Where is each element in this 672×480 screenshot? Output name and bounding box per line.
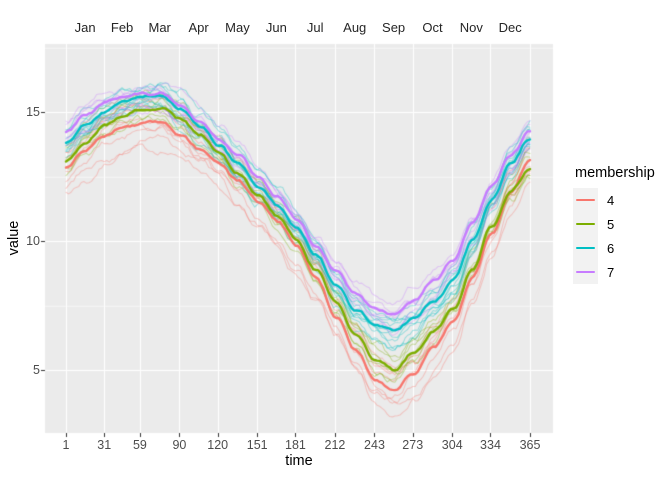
legend-item-6: 6 xyxy=(573,236,655,260)
legend-line-sample xyxy=(576,270,595,274)
legend-item-7: 7 xyxy=(573,260,655,284)
legend-label: 6 xyxy=(607,240,615,256)
legend: membership 4 5 6 7 xyxy=(573,165,655,284)
legend-key-swatch-6 xyxy=(573,236,598,260)
legend-title: membership xyxy=(575,165,655,181)
x-tick-label-181: 181 xyxy=(285,438,306,452)
legend-item-4: 4 xyxy=(573,188,655,212)
month-label-sep: Sep xyxy=(382,20,406,35)
legend-label: 7 xyxy=(607,264,615,280)
month-label-mar: Mar xyxy=(148,20,171,35)
legend-key-swatch-5 xyxy=(573,212,598,236)
x-tick-label-212: 212 xyxy=(324,438,346,452)
legend-key-swatch-4 xyxy=(573,188,598,212)
y-axis-title: value xyxy=(6,220,22,256)
month-label-jul: Jul xyxy=(306,20,324,35)
x-tick-label-243: 243 xyxy=(364,438,385,452)
x-tick-label-31: 31 xyxy=(97,438,112,452)
month-label-dec: Dec xyxy=(498,20,522,35)
x-tick-label-365: 365 xyxy=(519,438,541,452)
month-label-jan: Jan xyxy=(74,20,96,35)
x-tick-label-90: 90 xyxy=(172,438,187,452)
x-tick-label-304: 304 xyxy=(441,438,463,452)
month-label-aug: Aug xyxy=(343,20,367,35)
legend-items: 4 5 6 7 xyxy=(573,188,655,284)
month-label-apr: Apr xyxy=(188,20,209,35)
x-tick-label-59: 59 xyxy=(132,438,147,452)
x-tick-label-334: 334 xyxy=(480,438,501,452)
legend-item-5: 5 xyxy=(573,212,655,236)
x-tick-label-273: 273 xyxy=(402,438,424,452)
month-label-jun: Jun xyxy=(265,20,287,35)
x-axis-title: time xyxy=(285,453,313,469)
month-label-nov: Nov xyxy=(459,20,483,35)
legend-label: 4 xyxy=(607,192,615,208)
y-tick-label-10: 10 xyxy=(26,234,40,248)
x-tick-label-1: 1 xyxy=(62,438,70,452)
legend-line-sample xyxy=(576,246,595,250)
x-tick-label-120: 120 xyxy=(207,438,229,452)
legend-line-sample xyxy=(576,222,595,226)
legend-key-swatch-7 xyxy=(573,260,598,284)
month-label-oct: Oct xyxy=(422,20,443,35)
legend-line-sample xyxy=(576,198,595,202)
month-label-may: May xyxy=(225,20,250,35)
y-tick-label-5: 5 xyxy=(33,363,40,377)
y-tick-label-15: 15 xyxy=(26,105,40,119)
legend-label: 5 xyxy=(607,216,615,232)
month-label-feb: Feb xyxy=(110,20,134,35)
x-tick-label-151: 151 xyxy=(246,438,268,452)
